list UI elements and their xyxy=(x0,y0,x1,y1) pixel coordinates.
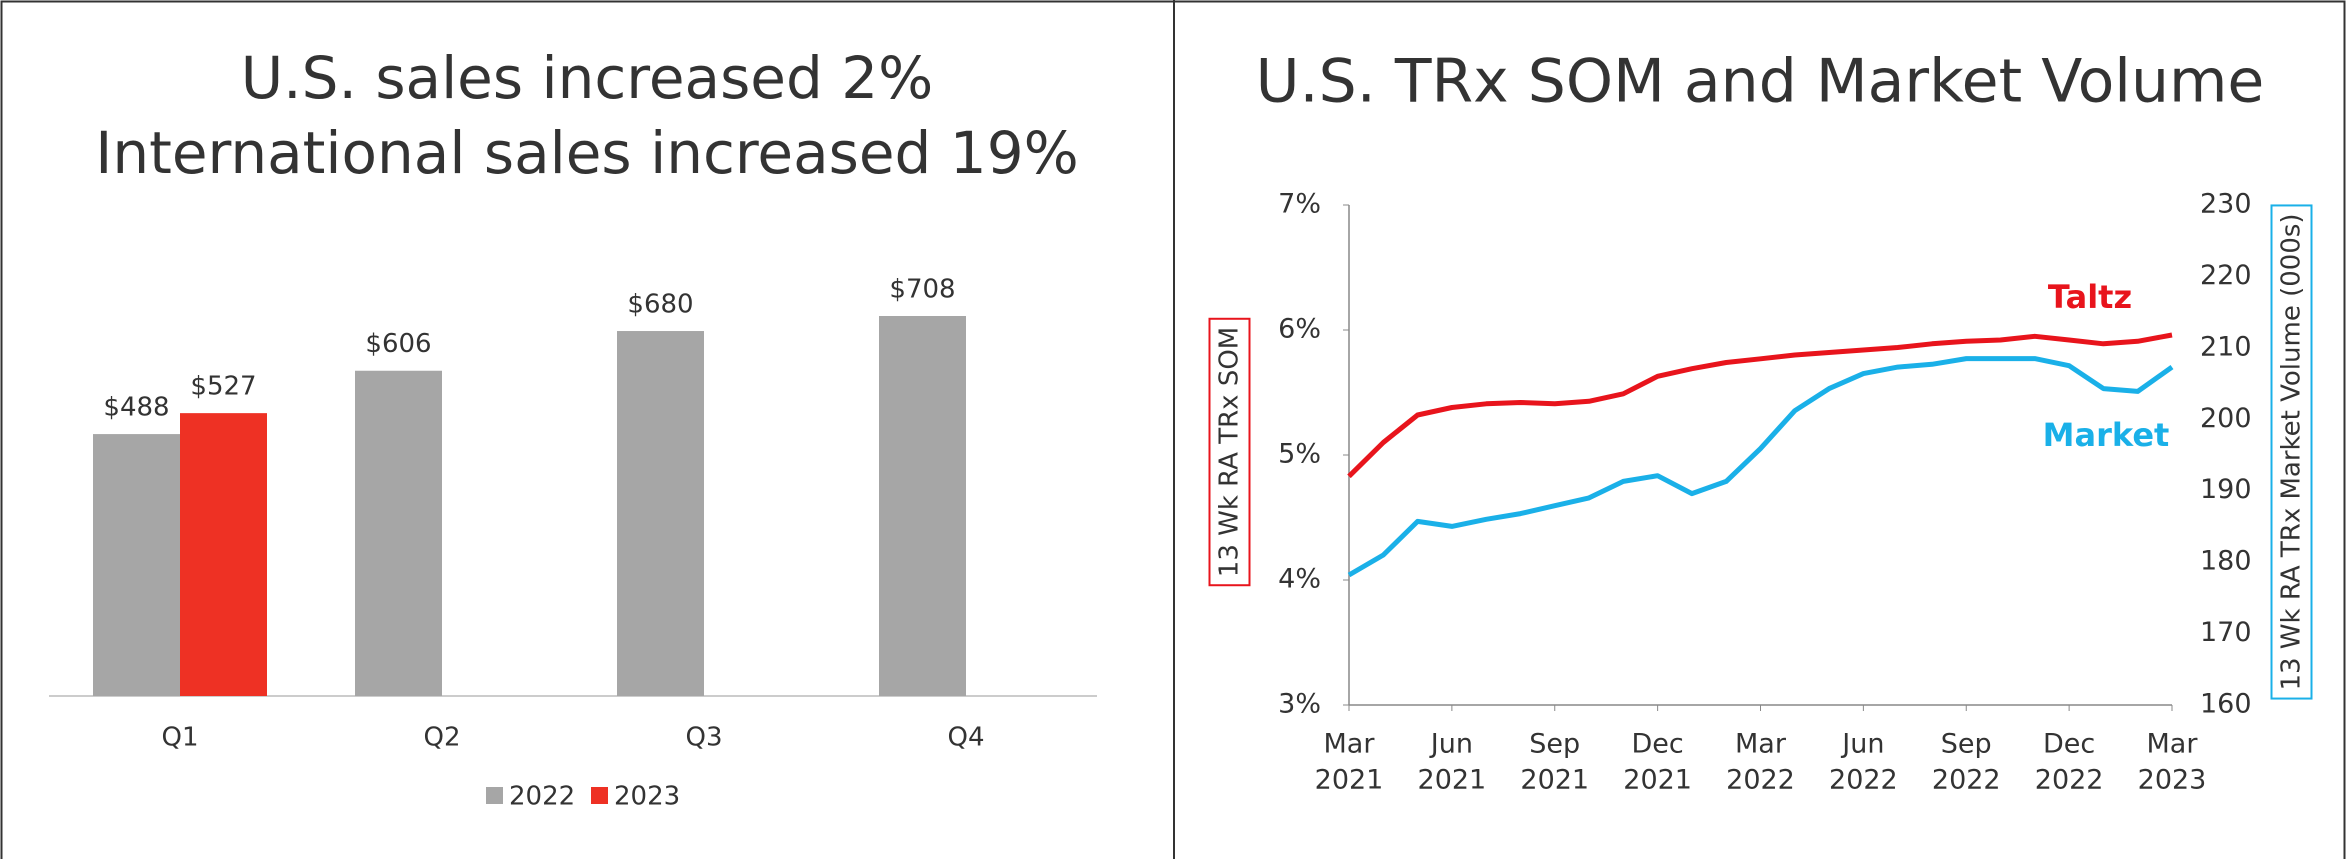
y2-tick-label: 200 xyxy=(2200,403,2252,434)
x-tick-label: Mar xyxy=(1324,729,1376,760)
x-tick-label: 2022 xyxy=(2035,765,2104,796)
bar xyxy=(93,434,180,696)
bar xyxy=(879,316,966,696)
x-tick-label: Q4 xyxy=(947,723,984,753)
data-label: $606 xyxy=(365,329,431,359)
y2-tick-label: 170 xyxy=(2200,617,2252,648)
chart-title: International sales increased 19% xyxy=(95,119,1078,187)
x-tick-label: Mar xyxy=(1735,729,1787,760)
line-series xyxy=(1347,356,2174,578)
y2-tick-label: 210 xyxy=(2200,331,2252,362)
x-tick-label: 2021 xyxy=(1520,765,1589,796)
y-axis-label-text: 13 Wk RA TRx SOM xyxy=(1215,327,1245,577)
x-tick-label: Sep xyxy=(1529,729,1580,760)
data-label: $680 xyxy=(627,290,693,320)
legend-swatch xyxy=(591,787,608,804)
data-label: $488 xyxy=(103,393,169,423)
x-tick-label: Jun xyxy=(1840,729,1884,760)
x-tick-label: Q3 xyxy=(685,723,722,753)
series-label: Taltz xyxy=(2048,278,2132,316)
x-tick-label: 2022 xyxy=(1726,765,1795,796)
x-tick-label: 2021 xyxy=(1623,765,1692,796)
data-label: $708 xyxy=(889,275,955,305)
x-tick-label: Mar xyxy=(2147,729,2199,760)
y-tick-label: 5% xyxy=(1278,439,1321,470)
x-tick-label: Dec xyxy=(2043,729,2095,760)
legend-swatch xyxy=(486,787,503,804)
y2-tick-label: 230 xyxy=(2200,189,2252,220)
y2-tick-label: 190 xyxy=(2200,474,2252,505)
chart-title: U.S. sales increased 2% xyxy=(241,44,934,112)
legend-label: 2023 xyxy=(614,782,680,812)
y-tick-label: 7% xyxy=(1278,189,1321,220)
y-axis-label: 13 Wk RA TRx SOM xyxy=(1208,317,1251,587)
x-tick-label: Jun xyxy=(1429,729,1473,760)
y-axis-label-box xyxy=(1208,317,1251,587)
x-tick-label: Q2 xyxy=(423,723,460,753)
y-tick-label: 6% xyxy=(1278,314,1321,345)
data-label: $527 xyxy=(190,372,256,402)
x-tick-label: 2022 xyxy=(1932,765,2001,796)
x-tick-label: Sep xyxy=(1941,729,1992,760)
line-series xyxy=(1347,332,2173,479)
x-tick-label: 2023 xyxy=(2138,765,2207,796)
bar xyxy=(617,331,704,696)
y2-tick-label: 220 xyxy=(2200,260,2252,291)
x-tick-label: 2021 xyxy=(1315,765,1384,796)
y2-tick-label: 180 xyxy=(2200,546,2252,577)
y2-tick-label: 160 xyxy=(2200,689,2252,720)
y-tick-label: 3% xyxy=(1278,689,1321,720)
chart-title: U.S. TRx SOM and Market Volume xyxy=(1256,47,2265,117)
y-tick-label: 4% xyxy=(1278,564,1321,595)
series-label: Market xyxy=(2043,416,2170,454)
x-tick-label: Dec xyxy=(1632,729,1684,760)
x-tick-label: 2022 xyxy=(1829,765,1898,796)
bar xyxy=(355,370,442,696)
legend-label: 2022 xyxy=(509,782,575,812)
x-tick-label: 2021 xyxy=(1418,765,1487,796)
y2-axis-label-text: 13 Wk RA TRx Market Volume (000s) xyxy=(2277,213,2307,690)
bar xyxy=(180,413,267,696)
x-tick-label: Q1 xyxy=(161,723,198,753)
y2-axis-label: 13 Wk RA TRx Market Volume (000s) xyxy=(2270,204,2313,700)
y2-axis-label-box xyxy=(2270,204,2313,700)
